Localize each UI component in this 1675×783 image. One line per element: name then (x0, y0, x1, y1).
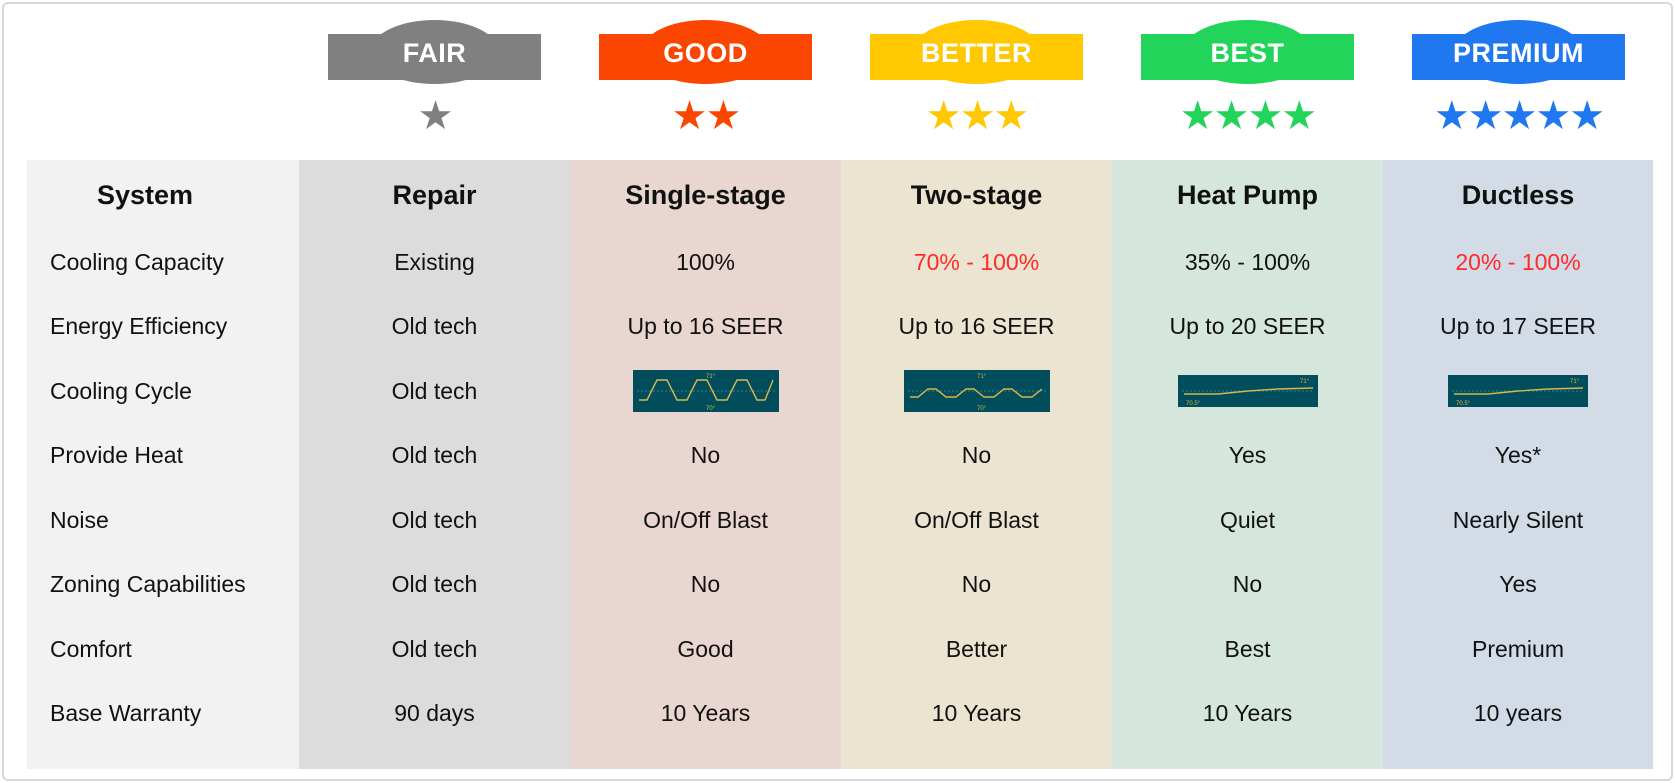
cell-warranty: 10 Years (1202, 700, 1293, 727)
tier-label: BETTER (921, 37, 1032, 68)
column-header: Heat Pump (1176, 179, 1319, 210)
cell-zoning: Yes (1499, 571, 1537, 598)
cell-cycle: Old tech (391, 377, 478, 404)
cell-zoning: Old tech (391, 571, 478, 598)
cell-warranty: 10 Years (931, 700, 1022, 727)
cell-zoning: No (690, 571, 721, 598)
cell-heat: Yes (1228, 442, 1267, 469)
tier-label: GOOD (663, 37, 748, 68)
star-rating-icon: ★ (417, 94, 454, 138)
row-label: Energy Efficiency (50, 313, 228, 340)
cell-comfort: Good (677, 635, 734, 662)
column-single-stage: Single-stage 100% Up to 16 SEER 71° 70° No On/… (570, 160, 841, 769)
tier-best: BEST ★★★★ (1112, 18, 1383, 138)
column-header: System (97, 179, 194, 210)
chart-low-label: 70.5° (1456, 401, 1471, 407)
tier-label: PREMIUM (1453, 37, 1584, 68)
chart-high-label: 71° (706, 374, 716, 380)
cell-energy: Up to 20 SEER (1169, 313, 1326, 340)
cell-noise: Quiet (1220, 506, 1275, 533)
cell-comfort: Old tech (391, 635, 478, 662)
comparison-table: System Cooling Capacity Energy Efficiency C… (27, 160, 1655, 769)
cell-noise: Nearly Silent (1452, 506, 1584, 533)
chart-low-label: 70.5° (1186, 401, 1201, 407)
cooling-cycle-chart: 71° 70.5° (1177, 375, 1318, 408)
tier-badge: BEST (1141, 18, 1354, 88)
column-header: Repair (392, 179, 477, 210)
cell-noise: On/Off Blast (914, 506, 1039, 533)
star-rating-icon: ★★ (671, 94, 742, 138)
cell-heat: No (961, 442, 992, 469)
column-heat-pump: Heat Pump 35% - 100% Up to 20 SEER 71° 70.5°… (1112, 160, 1383, 769)
column-header: Single-stage (625, 179, 786, 210)
row-label: Zoning Capabilities (50, 571, 246, 598)
chart-low-label: 70° (977, 406, 987, 412)
cell-comfort: Better (945, 635, 1008, 662)
chart-high-label: 71° (1570, 379, 1580, 385)
chart-high-label: 71° (1300, 379, 1310, 385)
star-rating-icon: ★★★★★ (1433, 94, 1605, 138)
column-header: Two-stage (910, 179, 1043, 210)
tier-fair: FAIR ★ (299, 18, 570, 138)
cell-warranty: 10 Years (660, 700, 751, 727)
cell-zoning: No (961, 571, 992, 598)
cell-noise: On/Off Blast (643, 506, 768, 533)
cell-cooling-capacity: Existing (394, 248, 475, 275)
cell-heat: Old tech (391, 442, 478, 469)
tier-label: FAIR (402, 37, 467, 68)
cooling-cycle-chart: 71° 70° (903, 370, 1050, 413)
column-two-stage: Two-stage 70% - 100% Up to 16 SEER 71° 70° No… (841, 160, 1112, 769)
tier-badges: FAIR ★ GOOD ★★ BETTER ★★★ BEST ★★★★ PREMIUM ★★★★★ (299, 18, 1654, 138)
cell-warranty: 10 years (1473, 700, 1563, 727)
row-label: Cooling Cycle (50, 377, 192, 404)
cooling-cycle-cell: 71° 70° (841, 359, 1112, 424)
row-label: Provide Heat (50, 442, 183, 469)
tier-badge: BETTER (870, 18, 1083, 88)
cell-energy: Up to 16 SEER (627, 313, 784, 340)
cell-comfort: Premium (1471, 635, 1564, 662)
chart-low-label: 70° (706, 406, 716, 412)
cooling-cycle-cell: 71° 70.5° (1112, 359, 1383, 424)
row-label: Cooling Capacity (50, 248, 224, 275)
tier-label: BEST (1210, 37, 1285, 68)
star-rating-icon: ★★★ (925, 94, 1030, 138)
cell-heat: Yes* (1494, 442, 1542, 469)
row-label: Comfort (50, 635, 132, 662)
cell-cooling-capacity: 100% (676, 248, 735, 275)
cell-cooling-capacity: 35% - 100% (1184, 248, 1311, 275)
tier-badge: GOOD (599, 18, 812, 88)
cell-comfort: Best (1224, 635, 1271, 662)
tier-badge: PREMIUM (1412, 18, 1625, 88)
row-label: Noise (50, 506, 109, 533)
column-repair: Repair Existing Old tech Old tech Old tech Ol… (299, 160, 570, 769)
row-label: Base Warranty (50, 700, 202, 727)
tier-premium: PREMIUM ★★★★★ (1383, 18, 1654, 138)
cell-warranty: 90 days (394, 700, 475, 727)
cell-energy: Old tech (391, 313, 478, 340)
cooling-cycle-cell: 71° 70.5° (1383, 359, 1653, 424)
tier-better: BETTER ★★★ (841, 18, 1112, 138)
star-rating-icon: ★★★★ (1179, 94, 1317, 138)
cell-zoning: No (1232, 571, 1263, 598)
row-labels-column: System Cooling Capacity Energy Efficiency C… (27, 160, 299, 769)
cell-energy: Up to 16 SEER (898, 313, 1055, 340)
chart-high-label: 71° (977, 374, 987, 380)
cell-energy: Up to 17 SEER (1440, 313, 1596, 340)
column-ductless: Ductless 20% - 100% Up to 17 SEER 71° 70.5° Y… (1383, 160, 1653, 769)
cooling-cycle-chart: 71° 70° (632, 370, 779, 413)
cell-noise: Old tech (391, 506, 478, 533)
tier-good: GOOD ★★ (570, 18, 841, 138)
column-header: Ductless (1461, 179, 1575, 210)
cooling-cycle-chart: 71° 70.5° (1448, 375, 1588, 408)
cell-cooling-capacity: 20% - 100% (1455, 248, 1581, 275)
cell-heat: No (690, 442, 721, 469)
cooling-cycle-cell: 71° 70° (570, 359, 841, 424)
tier-badge: FAIR (328, 18, 541, 88)
cell-cooling-capacity: 70% - 100% (913, 248, 1040, 275)
